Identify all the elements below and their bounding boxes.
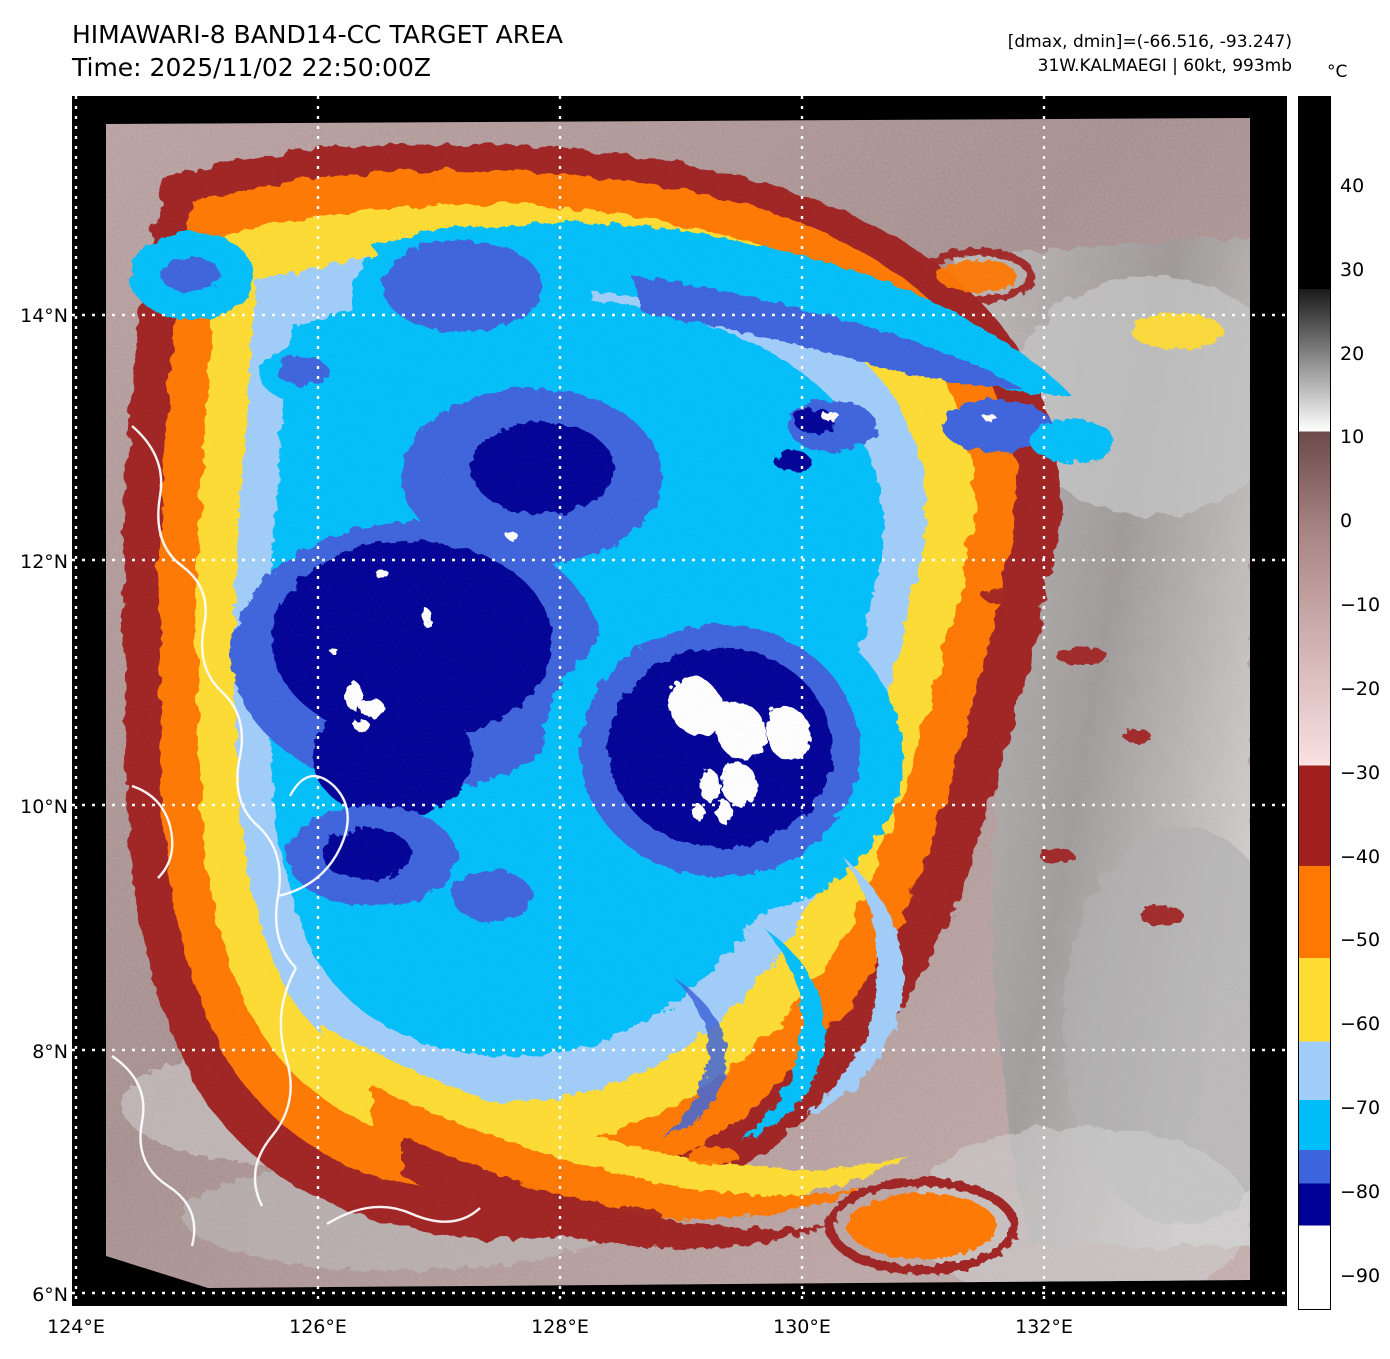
metadata-block: [dmax, dmin]=(-66.516, -93.247) 31W.KALM… xyxy=(1008,30,1292,78)
y-tick-label: 14°N xyxy=(20,305,68,327)
colorbar-tick-label: 0 xyxy=(1340,510,1353,532)
colorbar-tick-label: −20 xyxy=(1340,678,1381,700)
colorbar-tick-label: 30 xyxy=(1340,259,1365,281)
satellite-image-plot[interactable]: Copyright © 2020-2025 Dapiya xyxy=(72,96,1287,1306)
x-tick-label: 126°E xyxy=(289,1316,347,1338)
colorbar-tick-label: −50 xyxy=(1340,929,1381,951)
x-tick-label: 128°E xyxy=(531,1316,589,1338)
x-tick-label: 132°E xyxy=(1015,1316,1073,1338)
colorbar-unit-label: °C xyxy=(1327,62,1348,82)
satellite-raster xyxy=(72,96,1287,1306)
graticule-gridlines xyxy=(72,96,1287,1306)
colorbar-tick-label: −90 xyxy=(1340,1265,1381,1287)
timestamp: Time: 2025/11/02 22:50:00Z xyxy=(72,53,431,82)
colorbar-tick-label: −60 xyxy=(1340,1013,1381,1035)
y-tick-label: 12°N xyxy=(20,551,68,573)
colorbar-gradient xyxy=(1299,97,1330,1309)
colorbar-tick-label: −10 xyxy=(1340,594,1381,616)
colorbar-tick-label: −40 xyxy=(1340,846,1381,868)
colorbar[interactable] xyxy=(1298,96,1331,1310)
colorbar-tick-label: −30 xyxy=(1340,762,1381,784)
colorbar-tick-label: 20 xyxy=(1340,343,1365,365)
y-tick-label: 6°N xyxy=(32,1284,68,1306)
data-range-label: [dmax, dmin]=(-66.516, -93.247) xyxy=(1007,32,1292,52)
storm-info-label: 31W.KALMAEGI | 60kt, 993mb xyxy=(1037,56,1292,77)
y-tick-label: 8°N xyxy=(32,1041,68,1063)
colorbar-tick-label: 10 xyxy=(1340,426,1365,448)
title-block: HIMAWARI-8 BAND14-CC TARGET AREA Time: 2… xyxy=(72,18,563,84)
y-tick-label: 10°N xyxy=(20,796,68,818)
x-tick-label: 130°E xyxy=(773,1316,831,1338)
colorbar-tick-label: −70 xyxy=(1340,1097,1381,1119)
x-tick-label: 124°E xyxy=(47,1316,105,1338)
page-title: HIMAWARI-8 BAND14-CC TARGET AREA xyxy=(72,20,564,49)
colorbar-tick-label: −80 xyxy=(1340,1181,1381,1203)
colorbar-tick-label: 40 xyxy=(1340,175,1365,197)
